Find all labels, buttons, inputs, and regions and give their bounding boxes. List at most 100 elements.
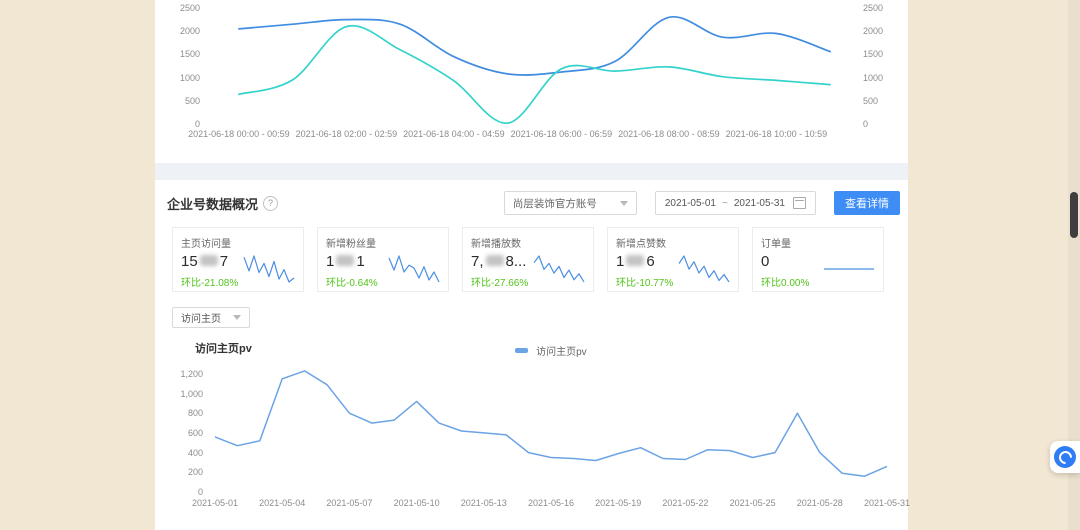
stat-label: 新增粉丝量	[326, 239, 376, 250]
y-axis-left: 0 500 1000 1500 2000 2500	[155, 3, 206, 129]
x-axis-label: 2021-06-18 00:00 - 00:59	[188, 129, 290, 139]
stat-value: 7, 8...	[471, 253, 527, 270]
x-axis-label: 2021-05-01	[191, 498, 239, 508]
account-select[interactable]: 尚层装饰官方账号	[503, 191, 637, 215]
y-axis-left: 0 200 400 600 800 1,000 1,200	[155, 364, 209, 497]
x-axis-label: 2021-05-22	[662, 498, 709, 508]
chart-legend[interactable]: 访问主页pv	[215, 343, 887, 358]
stat-change: 环比0.00%	[761, 278, 810, 289]
info-icon[interactable]: ?	[263, 195, 279, 211]
stat-card: 主页访问量 15 7 环比-21.08%	[172, 227, 304, 292]
y-axis-tick-label: 1000	[179, 72, 200, 83]
stat-label: 新增点赞数	[616, 239, 666, 250]
view-details-button[interactable]: 查看详情	[834, 191, 900, 215]
metric-select-row: 访问主页	[172, 307, 908, 328]
date-range-picker[interactable]: 2021-05-01 ~ 2021-05-31	[654, 191, 816, 215]
x-axis-label: 2021-05-04	[259, 498, 306, 508]
chevron-down-icon	[233, 315, 241, 320]
y-axis-tick-label: 0	[863, 119, 869, 129]
x-axis-label: 2021-05-31	[863, 498, 911, 508]
x-axis-label: 2021-06-18 08:00 - 08:59	[618, 129, 720, 139]
floating-service-button[interactable]	[1050, 441, 1080, 473]
y-axis-tick-label: 500	[184, 95, 200, 106]
y-axis-tick-label: 2000	[179, 26, 200, 37]
chevron-down-icon	[619, 200, 628, 206]
y-axis-tick-label: 200	[187, 467, 203, 478]
y-axis-right: 0 500 1000 1500 2000 2500	[857, 3, 901, 129]
calendar-icon	[793, 197, 806, 209]
date-start-text: 2021-05-01	[664, 197, 716, 209]
x-axis-label: 2021-05-25	[729, 498, 776, 508]
redaction-blur	[199, 255, 218, 266]
y-axis-tick-label: 1500	[863, 49, 884, 60]
hourly-line-chart: 0 500 1000 1500 2000 2500 0 500 1000 1500 2000 250…	[155, 0, 908, 163]
stat-change: 环比-10.77%	[616, 278, 674, 289]
x-axis-label: 2021-06-18 06:00 - 06:59	[510, 129, 613, 139]
x-axis-label: 2021-06-18 02:00 - 02:59	[295, 129, 398, 139]
y-axis-tick-label: 2000	[863, 26, 884, 37]
legend-line-icon	[515, 348, 529, 353]
redaction-blur	[485, 255, 504, 266]
x-axis-label: 2021-05-07	[326, 498, 373, 508]
section-divider	[155, 163, 908, 180]
stat-card: 订单量 0 环比0.00%	[752, 227, 884, 292]
stat-label: 新增播放数	[471, 239, 521, 250]
scrollbar[interactable]	[1068, 0, 1080, 530]
sparkline	[388, 254, 440, 284]
overview-header: 企业号数据概况 ? 尚层装饰官方账号 2021-05-01 ~ 2021-05-…	[155, 180, 908, 215]
sparkline	[678, 254, 730, 284]
y-axis-tick-label: 2500	[863, 3, 884, 13]
x-axis: 2021-05-01 2021-05-04 2021-05-07 2021-05-10…	[192, 498, 910, 510]
stat-label: 订单量	[761, 239, 791, 250]
date-separator: ~	[722, 197, 728, 209]
sparkline	[243, 254, 295, 284]
main-content: 0 500 1000 1500 2000 2500 0 500 1000 1500 2000 250…	[155, 0, 910, 530]
section-title: 企业号数据概况	[167, 196, 259, 212]
legend-label: 访问主页pv	[536, 347, 587, 358]
metric-select-value: 访问主页	[181, 314, 221, 325]
daily-line-chart: 0 200 400 600 800 1,000 1,200 2021-05-01 2021-0…	[155, 361, 910, 513]
account-select-value: 尚层装饰官方账号	[512, 197, 597, 210]
y-axis-tick-label: 600	[187, 427, 203, 438]
x-axis-label: 2021-05-10	[393, 498, 440, 508]
y-axis-tick-label: 2500	[179, 3, 200, 13]
x-axis-label: 2021-06-18 10:00 - 10:59	[725, 129, 828, 139]
y-axis-tick-label: 1,000	[180, 388, 203, 399]
y-axis-tick-label: 500	[863, 95, 879, 106]
daily-chart-plot	[215, 364, 887, 492]
overview-section: 企业号数据概况 ? 尚层装饰官方账号 2021-05-01 ~ 2021-05-…	[155, 180, 910, 513]
scrollbar-thumb[interactable]	[1070, 192, 1078, 238]
stat-value: 15 7	[181, 253, 229, 270]
metric-select[interactable]: 访问主页	[172, 307, 250, 328]
sparkline	[533, 254, 585, 284]
hourly-chart-section: 0 500 1000 1500 2000 2500 0 500 1000 1500 2000 250…	[155, 0, 908, 163]
y-axis-tick-label: 1500	[179, 49, 200, 60]
date-end-text: 2021-05-31	[733, 197, 785, 209]
stat-change: 环比-27.66%	[471, 278, 529, 289]
y-axis-tick-label: 400	[187, 447, 203, 458]
hourly-chart-plot	[212, 8, 857, 124]
y-axis-tick-label: 1000	[863, 72, 884, 83]
stat-change: 环比-21.08%	[181, 278, 239, 289]
stat-label: 主页访问量	[181, 239, 231, 250]
stat-value: 0	[761, 253, 770, 270]
x-axis-label: 2021-06-18 04:00 - 04:59	[403, 129, 505, 139]
x-axis: 2021-06-18 00:00 - 00:59 2021-06-18 02:00…	[188, 129, 857, 141]
x-axis-label: 2021-05-19	[595, 498, 642, 508]
chart-title: 访问主页pv	[195, 343, 252, 355]
overview-controls: 尚层装饰官方账号 2021-05-01 ~ 2021-05-31 查看详情	[503, 191, 900, 215]
redaction-blur	[626, 255, 645, 266]
x-axis-label: 2021-05-16	[527, 498, 575, 508]
daily-chart-header: 访问主页pv 访问主页pv	[155, 337, 908, 359]
stat-change: 环比-0.64%	[326, 278, 378, 289]
stat-card: 新增播放数 7, 8... 环比-27.66%	[462, 227, 594, 292]
y-axis-tick-label: 0	[194, 119, 200, 129]
y-axis-tick-label: 1,200	[180, 368, 203, 379]
sparkline	[823, 254, 875, 284]
customer-service-icon	[1054, 446, 1076, 468]
